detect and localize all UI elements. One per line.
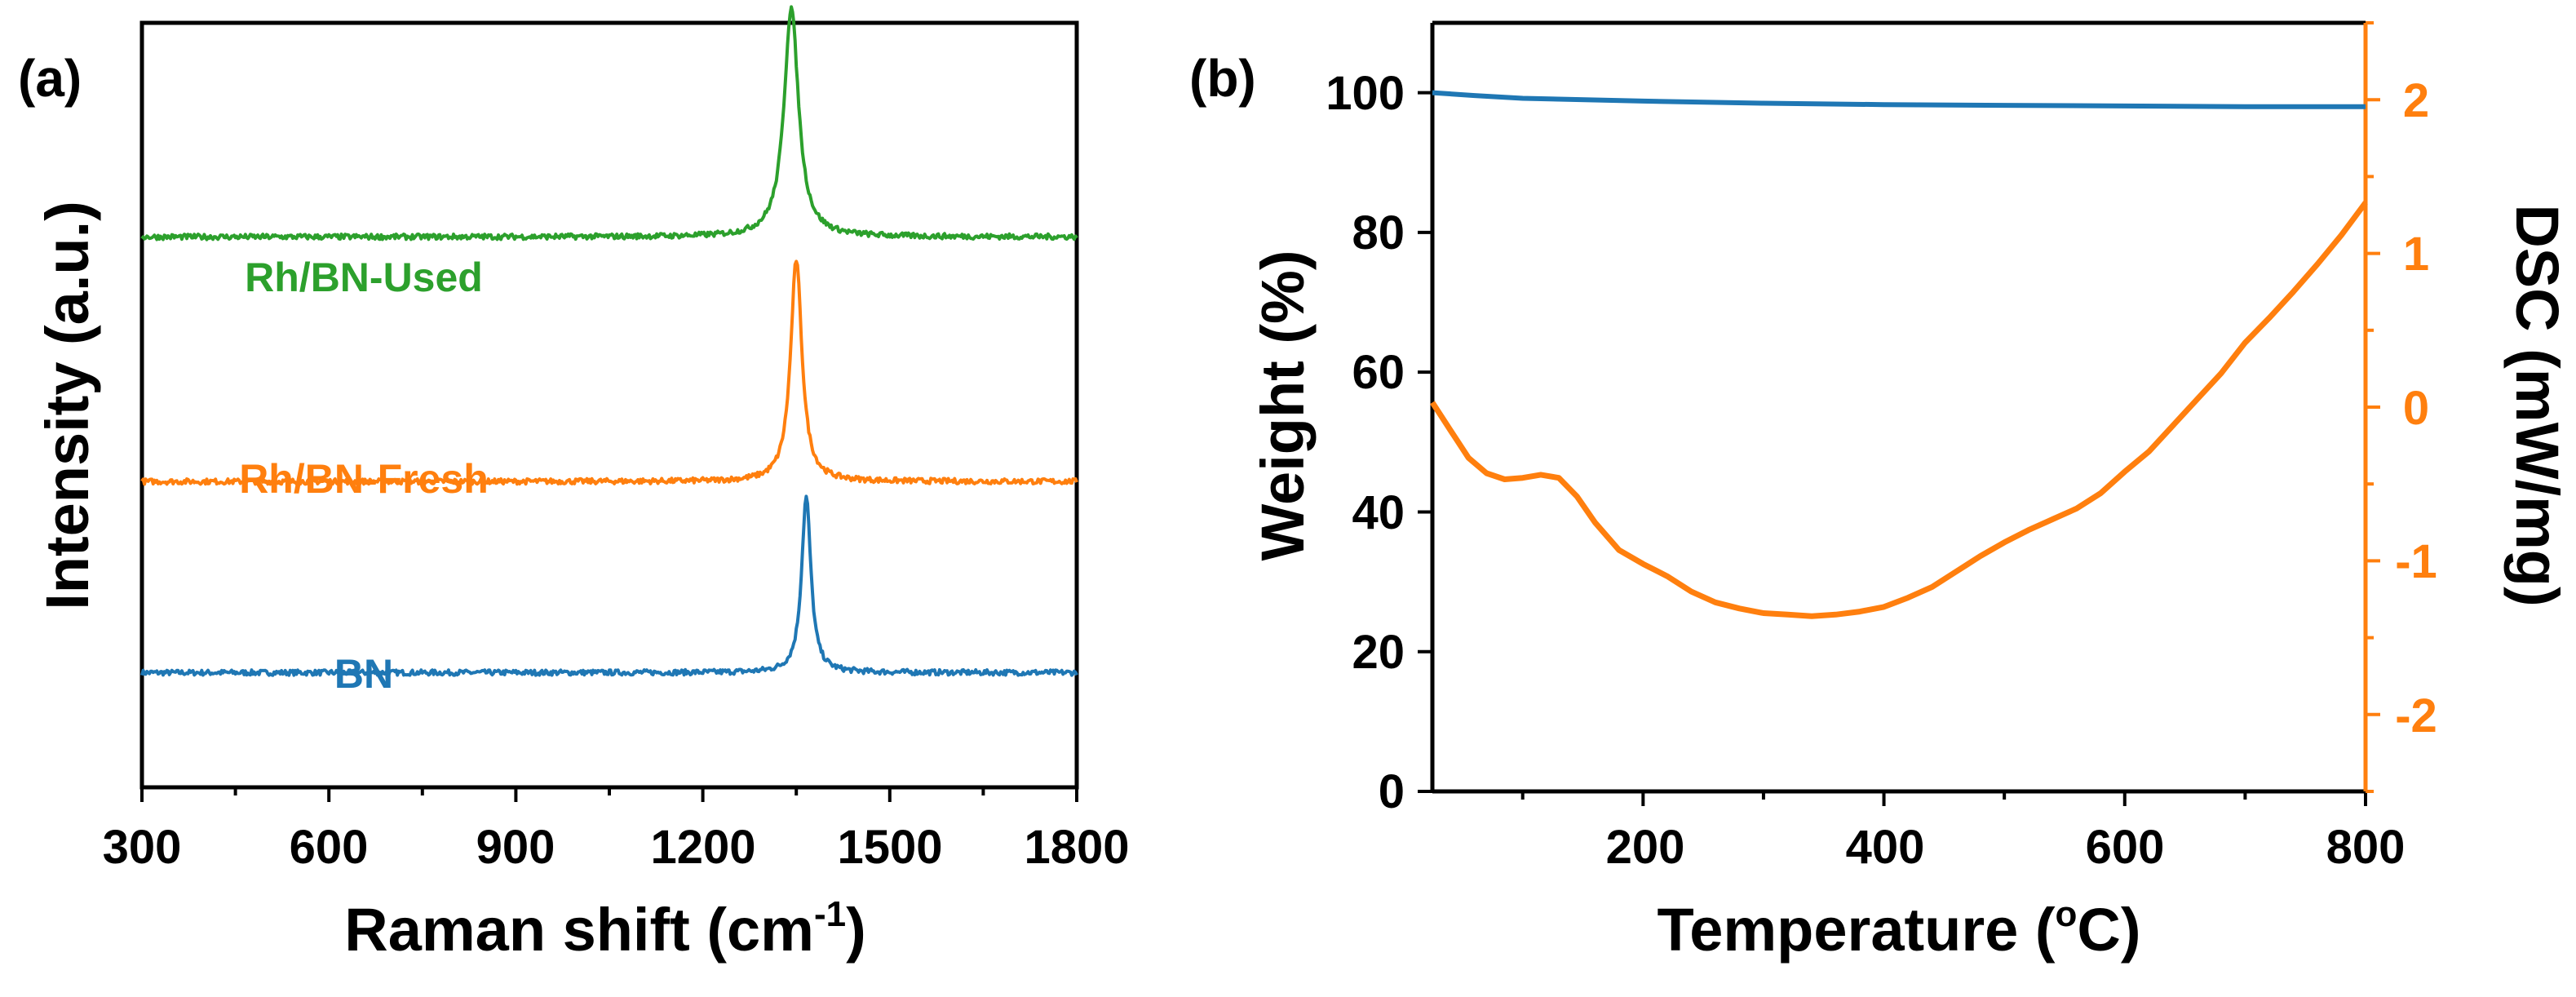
y-tick-label-left: 40 — [1352, 486, 1405, 539]
y-tick-label-right: 2 — [2403, 74, 2429, 127]
x-axis-title-a: Raman shift (cm-1) — [344, 894, 865, 964]
y-tick-labels-left-b: 0 20 40 60 80 100 — [1326, 67, 1405, 818]
x-tick-label: 1800 — [1024, 821, 1129, 874]
y-tick-label-right: 0 — [2403, 382, 2429, 435]
panel-a: (a) 300 600 900 1200 1500 1800 Raman shi… — [18, 5, 1130, 964]
y-tick-label-left: 60 — [1352, 346, 1405, 399]
x-tick-label: 300 — [103, 821, 182, 874]
y-axis-title-left-b: Weight (%) — [1249, 250, 1317, 561]
x-tick-labels-b: 200 400 600 800 — [1606, 821, 2406, 874]
y-tick-label-right: -1 — [2395, 535, 2437, 588]
x-ticks-a — [140, 787, 1078, 802]
y-tick-label-right: -2 — [2395, 689, 2437, 742]
panel-a-label: (a) — [18, 49, 82, 108]
series-line-rh-bn-used — [140, 5, 1078, 241]
panel-b: (b) 200 400 600 800 0 20 40 60 80 100 -2… — [1189, 20, 2571, 964]
x-tick-label: 800 — [2326, 821, 2406, 874]
series-label-bn: BN — [334, 651, 393, 697]
x-ticks-b — [1520, 791, 2367, 806]
x-tick-labels-a: 300 600 900 1200 1500 1800 — [103, 821, 1130, 874]
x-tick-label: 200 — [1606, 821, 1685, 874]
series-label-rh-bn-fresh: Rh/BN-Fresh — [239, 456, 489, 502]
x-tick-label: 1500 — [837, 821, 942, 874]
y-tick-label-left: 0 — [1379, 765, 1405, 818]
y-ticks-left-b — [1418, 91, 1432, 793]
x-tick-label: 900 — [476, 821, 555, 874]
weight-curve — [1432, 90, 2366, 109]
y-tick-label-right: 1 — [2403, 228, 2429, 281]
dsc-curve — [1430, 201, 2368, 619]
x-axis-title-b: Temperature (oC) — [1658, 894, 2141, 964]
x-tick-label: 400 — [1846, 821, 1925, 874]
y-tick-labels-right-b: -2 -1 0 1 2 — [2395, 74, 2437, 742]
series-line-rh-bn-fresh — [140, 259, 1078, 486]
y-axis-title-a: Intensity (a.u.) — [33, 201, 101, 610]
y-tick-label-left: 100 — [1326, 67, 1405, 120]
y-tick-label-left: 80 — [1352, 206, 1405, 259]
y-tick-label-left: 20 — [1352, 626, 1405, 679]
x-tick-label: 600 — [2086, 821, 2165, 874]
series-line-bn — [140, 494, 1078, 677]
x-tick-label: 600 — [290, 821, 369, 874]
x-tick-label: 1200 — [650, 821, 755, 874]
panel-b-label: (b) — [1189, 49, 1256, 108]
series-label-rh-bn-used: Rh/BN-Used — [245, 255, 483, 300]
y-axis-title-right-b: DSC (mW/mg) — [2503, 204, 2571, 606]
y-ticks-right-b — [2366, 21, 2380, 793]
